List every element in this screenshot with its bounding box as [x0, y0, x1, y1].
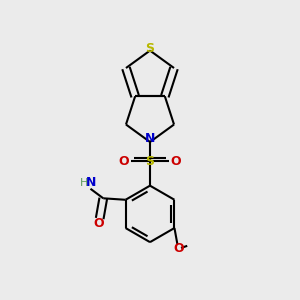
Text: S: S — [146, 42, 154, 55]
Text: H: H — [80, 178, 89, 188]
Text: O: O — [119, 155, 130, 168]
Text: O: O — [93, 218, 104, 230]
Text: O: O — [170, 155, 181, 168]
Text: O: O — [173, 242, 184, 255]
Text: N: N — [86, 176, 97, 189]
Text: S: S — [146, 155, 154, 168]
Text: N: N — [145, 132, 155, 145]
